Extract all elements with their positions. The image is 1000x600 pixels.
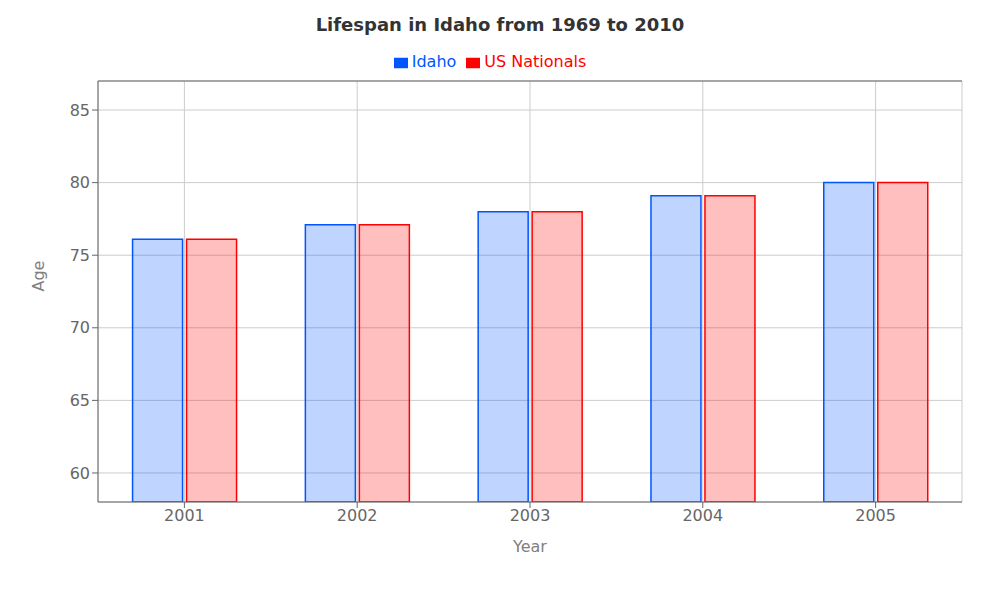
svg-text:Year: Year: [512, 537, 547, 556]
svg-text:60: 60: [70, 464, 90, 483]
svg-text:2005: 2005: [855, 506, 896, 525]
html-text:US Nationals: US Nationals: [484, 52, 587, 71]
svg-text:2002: 2002: [337, 506, 378, 525]
svg-text:2003: 2003: [510, 506, 551, 525]
html-text:Idaho: Idaho: [411, 52, 457, 71]
svg-text:Age: Age: [29, 261, 48, 292]
svg-text:2001: 2001: [164, 506, 205, 525]
html-text:Lifespan in Idaho from 1969 to: Lifespan in Idaho from 1969 to 2010: [315, 14, 685, 35]
svg-text:80: 80: [70, 173, 90, 192]
svg-text:85: 85: [70, 101, 90, 120]
svg-text:65: 65: [70, 391, 90, 410]
svg-text:2004: 2004: [682, 506, 723, 525]
svg-text:70: 70: [70, 318, 90, 337]
svg-text:75: 75: [70, 246, 90, 265]
